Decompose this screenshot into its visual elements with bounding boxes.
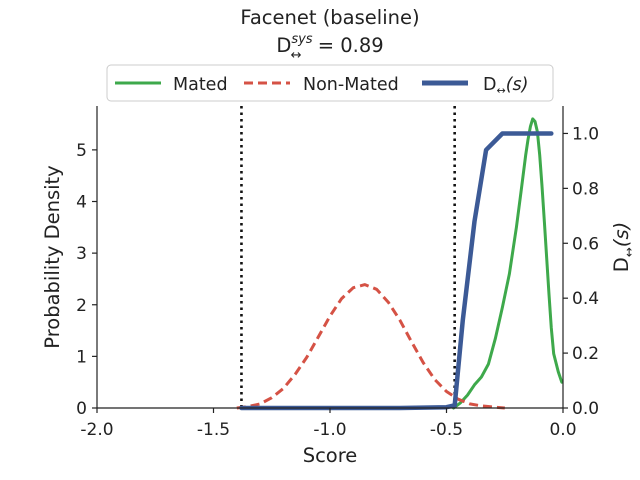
axes-layer: -2.0 -1.5 -1.0 -0.5 0.0 0 1 2 3 4 5 0.0 0.2 0.4 0.6 0.8… xyxy=(41,106,636,467)
chart-subtitle: Dsys ↔ = 0.89 xyxy=(276,32,383,63)
legend-box xyxy=(106,64,554,102)
y2-tick-label: 0.6 xyxy=(572,234,599,254)
x-tick-label: -1.0 xyxy=(313,420,346,440)
y2-tick-label: 0.4 xyxy=(572,289,599,309)
series-line-3 xyxy=(239,131,554,411)
subtitle-base: D xyxy=(276,34,291,57)
legend: Mated Non-Mated D↔(s) xyxy=(106,64,554,102)
y2-axis-title-rest: (s) xyxy=(610,222,633,247)
chart-title: Facenet (baseline) xyxy=(240,6,419,29)
y2-axis-title-sub: ↔ xyxy=(622,247,636,257)
y2-axis-title-base: D xyxy=(610,257,633,272)
x-axis-title: Score xyxy=(303,444,358,467)
y-tick-label: 4 xyxy=(76,193,87,213)
y-tick-label: 2 xyxy=(76,296,87,316)
y2-tick-label: 0.8 xyxy=(572,179,599,199)
legend-label-1: Mated xyxy=(173,75,228,95)
legend-label-2: Non-Mated xyxy=(303,75,399,95)
y-tick-label: 0 xyxy=(76,399,87,419)
y2-tick-label: 0.2 xyxy=(572,344,599,364)
subtitle-sub: ↔ xyxy=(291,48,302,63)
y-tick-label: 3 xyxy=(76,244,87,264)
y2-tick-label: 1.0 xyxy=(572,124,599,144)
x-tick-label: -1.5 xyxy=(197,420,230,440)
x-tick-label: 0.0 xyxy=(549,420,576,440)
legend-label-3: D↔(s) xyxy=(483,75,528,97)
legend-label-sub: ↔ xyxy=(496,84,505,97)
y-axis-title: Probability Density xyxy=(41,165,64,348)
chart-title-group: Facenet (baseline) Dsys ↔ = 0.89 xyxy=(240,6,419,63)
series-line-2 xyxy=(236,283,505,410)
y2-tick-label: 0.0 xyxy=(572,399,599,419)
series-layer xyxy=(236,117,564,411)
subtitle-rest: = 0.89 xyxy=(312,34,384,57)
x-tick-label: -0.5 xyxy=(430,420,463,440)
x-tick-label: -2.0 xyxy=(80,420,113,440)
legend-label-rest: (s) xyxy=(506,75,529,95)
subtitle-sup: sys xyxy=(291,32,312,47)
legend-label-base: D xyxy=(483,75,496,95)
y-tick-label: 5 xyxy=(76,141,87,161)
y-tick-label: 1 xyxy=(76,347,87,367)
y2-axis-title: D↔(s) xyxy=(610,222,636,272)
grid-layer xyxy=(240,106,456,408)
